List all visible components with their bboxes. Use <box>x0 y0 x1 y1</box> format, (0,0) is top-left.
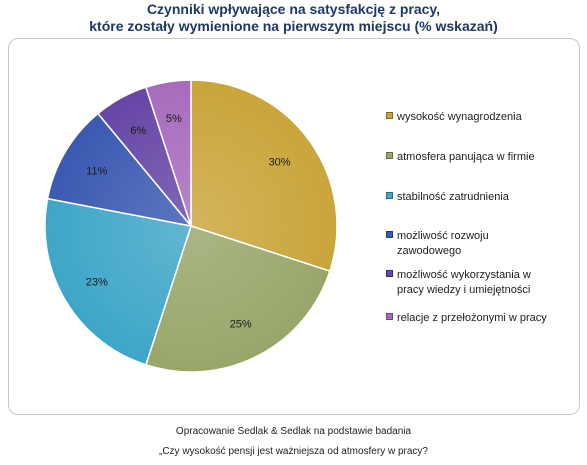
chart-title: Czynniki wpływające na satysfakcję z pra… <box>0 1 587 35</box>
legend-swatch <box>386 231 393 238</box>
pie-data-label-4: 6% <box>130 125 146 137</box>
source-line-1: Opracowanie Sedlak & Sedlak na podstawie… <box>175 426 412 437</box>
legend-swatch <box>386 313 393 320</box>
pie-slice-1 <box>144 225 331 373</box>
legend-label: atmosfera panująca w firmie <box>397 151 535 163</box>
legend-label: wysokość wynagrodzenia <box>397 111 522 123</box>
pie-slice-2 <box>44 197 192 366</box>
pie-data-label-0: 30% <box>269 157 291 169</box>
legend-label: możliwość rozwoju zawodowego <box>397 230 489 257</box>
pie-slice-3 <box>46 112 193 228</box>
pie-data-label-5: 5% <box>166 113 182 125</box>
source-line-2: „Czy wysokość pensji jest ważniejsza od … <box>159 446 428 457</box>
legend-swatch <box>386 112 393 119</box>
legend-label: relacje z przełożonymi w pracy <box>397 312 547 324</box>
chart-title-line-1: Czynniki wpływające na satysfakcję z pra… <box>146 1 441 17</box>
legend-label: stabilność zatrudnienia <box>397 191 509 203</box>
chart-title-line-2: które zostały wymienione na pierwszym mi… <box>89 18 498 34</box>
pie-data-label-3: 11% <box>86 165 107 177</box>
pie-slice-5 <box>144 79 192 227</box>
legend-swatch <box>386 192 393 199</box>
pie-slice-0 <box>190 79 338 273</box>
legend-label: możliwość wykorzystania w pracy wiedzy i … <box>397 269 531 296</box>
legend-swatch <box>386 270 393 277</box>
pie-data-label-2: 23% <box>86 277 108 289</box>
pie-data-label-1: 25% <box>230 319 252 331</box>
legend-swatch <box>386 152 393 159</box>
chart-frame <box>8 38 580 415</box>
